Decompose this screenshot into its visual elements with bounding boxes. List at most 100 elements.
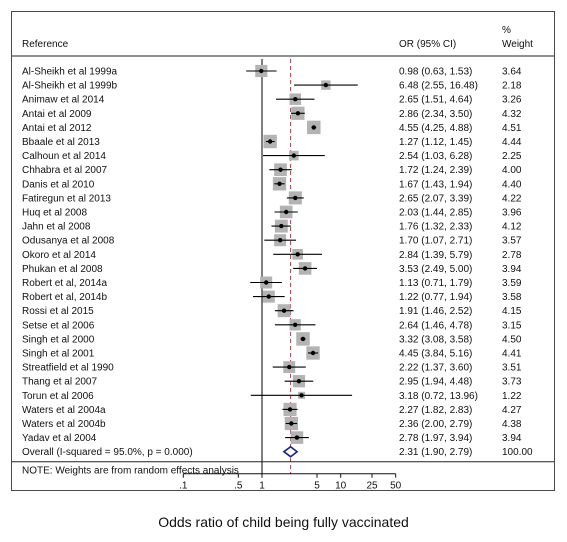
study-or-ci: 2.86 (2.34, 3.50) (399, 109, 472, 120)
point-estimate (278, 167, 283, 172)
point-estimate (267, 139, 273, 144)
study-or-ci: 2.65 (2.07, 3.39) (399, 193, 472, 204)
header-reference: Reference (22, 39, 69, 50)
study-row: Yadav et al 2004 2.78 (1.97, 3.94) 3.94 (22, 431, 522, 444)
overall-diamond (282, 445, 299, 458)
study-or-ci: 0.98 (0.63, 1.53) (399, 67, 472, 78)
study-or-ci: 1.76 (1.32, 2.33) (399, 222, 472, 233)
study-reference: Okoro et al 2014 (22, 250, 96, 261)
study-row: Odusanya et al 2008 1.70 (1.07, 2.71) 3.57 (22, 234, 522, 247)
study-or-ci: 2.27 (1.82, 2.83) (399, 405, 472, 416)
study-row: Animaw et al 2014 2.65 (1.51, 4.64) 3.26 (22, 93, 522, 106)
study-or-ci: 2.78 (1.97, 3.94) (399, 433, 472, 444)
x-tick-label: 5 (314, 481, 320, 492)
study-reference: Robert et al, 2014a (22, 278, 107, 289)
point-estimate (311, 125, 316, 130)
x-axis: .1 .5 1 5 10 25 50 (179, 473, 402, 492)
study-weight: 4.12 (502, 222, 522, 233)
study-weight: 4.27 (502, 405, 522, 416)
point-estimate (292, 322, 298, 327)
study-reference: Chhabra et al 2007 (22, 165, 108, 176)
study-or-ci: 1.91 (1.46, 2.52) (399, 306, 472, 317)
point-estimate (287, 407, 293, 412)
study-row: Antai et al 2009 2.86 (2.34, 3.50) 4.32 (22, 106, 522, 120)
study-weight: 3.96 (502, 208, 522, 219)
study-or-ci: 1.27 (1.12, 1.45) (399, 137, 472, 148)
overall-weight: 100.00 (502, 447, 533, 458)
study-or-ci: 3.18 (0.72, 13.96) (399, 391, 478, 402)
study-row: Jahn et al 2008 1.76 (1.32, 2.33) 4.12 (22, 219, 522, 233)
study-weight: 4.15 (502, 306, 522, 317)
study-or-ci: 3.53 (2.49, 5.00) (399, 264, 472, 275)
overall-row: Overall (I-squared = 95.0%, p = 0.000) 2.… (12, 445, 554, 477)
study-weight: 2.25 (502, 151, 522, 162)
study-row: Fatiregun et al 2013 2.65 (2.07, 3.39) 4.2… (22, 191, 522, 205)
study-or-ci: 2.84 (1.39, 5.79) (399, 250, 472, 261)
x-tick-label: .1 (179, 481, 188, 492)
point-estimate (293, 97, 298, 102)
study-or-ci: 4.55 (4.25, 4.88) (399, 123, 472, 134)
study-weight: 3.73 (502, 377, 522, 388)
point-estimate (289, 421, 294, 426)
study-row: Streatfield et al 1990 2.22 (1.37, 3.60) 3… (22, 361, 522, 374)
study-row: Chhabra et al 2007 1.72 (1.24, 2.39) 4.00 (22, 163, 522, 176)
study-reference: Al-Sheikh et al 1999a (22, 67, 118, 78)
study-row: Robert et al, 2014b 1.22 (0.77, 1.94) 3.58 (22, 290, 522, 303)
study-row: Singh et al 2000 3.32 (3.08, 3.58) 4.50 (22, 332, 522, 346)
overall-or-ci: 2.31 (1.90, 2.79) (399, 447, 472, 458)
point-estimate (277, 181, 282, 186)
study-weight: 2.78 (502, 250, 522, 261)
study-row: Torun et al 2006 3.18 (0.72, 13.96) 1.22 (22, 391, 522, 402)
study-reference: Streatfield et al 1990 (22, 363, 114, 374)
study-weight: 3.51 (502, 363, 522, 374)
study-row: Setse et al 2006 2.64 (1.46, 4.78) 3.15 (22, 319, 522, 331)
study-row: Al-Sheikh et al 1999b 6.48 (2.55, 16.48) 2… (22, 80, 522, 92)
point-estimate (263, 280, 269, 285)
study-reference: Danis et al 2010 (22, 179, 95, 190)
point-estimate (283, 209, 289, 215)
study-or-ci: 2.65 (1.51, 4.64) (399, 95, 472, 106)
study-or-ci: 2.36 (2.00, 2.79) (399, 419, 472, 430)
point-estimate (323, 82, 329, 88)
study-reference: Antai et al 2012 (22, 123, 92, 134)
study-weight: 4.00 (502, 165, 522, 176)
study-reference: Waters et al 2004b (22, 419, 106, 430)
point-estimate (294, 435, 300, 440)
study-weight: 3.64 (502, 67, 522, 78)
study-reference: Singh et al 2000 (22, 334, 95, 345)
study-or-ci: 1.70 (1.07, 2.71) (399, 236, 472, 247)
point-estimate (302, 266, 308, 271)
x-tick-label: 25 (366, 481, 378, 492)
study-row: Danis et al 2010 1.67 (1.43, 1.94) 4.40 (22, 177, 522, 191)
study-row: Bbaale et al 2013 1.27 (1.12, 1.45) 4.44 (22, 134, 522, 149)
point-estimate (300, 336, 306, 342)
study-row: Thang et al 2007 2.95 (1.94, 4.48) 3.73 (22, 375, 522, 388)
overall-label: Overall (I-squared = 95.0%, p = 0.000) (22, 447, 193, 458)
study-reference: Jahn et al 2008 (22, 222, 91, 233)
study-reference: Calhoun et al 2014 (22, 151, 106, 162)
study-or-ci: 2.54 (1.03, 6.28) (399, 151, 472, 162)
x-tick-label: 1 (259, 481, 265, 492)
study-or-ci: 1.67 (1.43, 1.94) (399, 179, 472, 190)
study-weight: 3.57 (502, 236, 522, 247)
study-reference: Animaw et al 2014 (22, 95, 105, 106)
x-axis-title: Odds ratio of child being fully vaccinat… (158, 514, 409, 530)
point-estimate (279, 223, 284, 229)
study-row: Antai et al 2012 4.55 (4.25, 4.88) 4.51 (22, 120, 522, 135)
study-weight: 3.26 (502, 95, 522, 106)
study-weight: 4.51 (502, 123, 522, 134)
point-estimate (295, 111, 301, 116)
study-rows: Al-Sheikh et al 1999a 0.98 (0.63, 1.53) 3.… (22, 64, 522, 444)
study-weight: 3.58 (502, 292, 522, 303)
study-or-ci: 1.13 (0.71, 1.79) (399, 278, 472, 289)
x-tick-label: .5 (234, 481, 243, 492)
study-reference: Fatiregun et al 2013 (22, 193, 111, 204)
point-estimate (295, 252, 300, 257)
study-weight: 3.94 (502, 433, 522, 444)
point-estimate (266, 294, 271, 299)
study-or-ci: 2.64 (1.46, 4.78) (399, 320, 472, 331)
study-weight: 4.40 (502, 179, 522, 190)
study-reference: Thang et al 2007 (22, 377, 97, 388)
study-weight: 4.22 (502, 193, 522, 204)
